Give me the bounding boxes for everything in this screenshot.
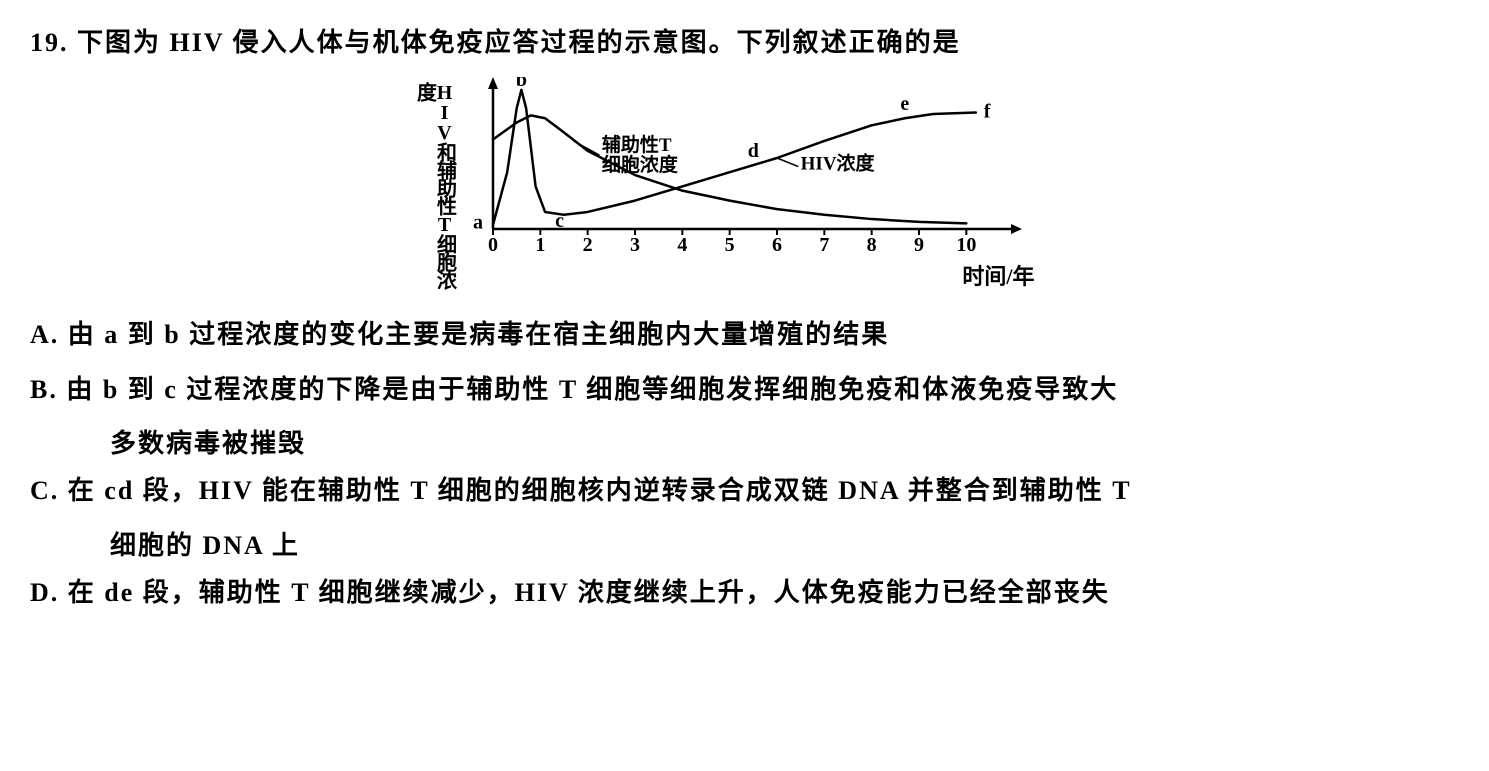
svg-text:a: a: [473, 212, 483, 234]
svg-text:4: 4: [677, 234, 687, 256]
svg-text:6: 6: [772, 234, 782, 256]
svg-text:HIV浓度: HIV浓度: [800, 151, 875, 174]
option-d-text: 在 de 段，辅助性 T 细胞继续减少，HIV 浓度继续上升，人体免疫能力已经全…: [68, 578, 1110, 607]
y-axis-label: HIV和辅助性T细胞浓度: [415, 82, 455, 297]
svg-text:10: 10: [956, 234, 976, 256]
question-stem: 19. 下图为 HIV 侵入人体与机体免疫应答过程的示意图。下列叙述正确的是: [30, 20, 1459, 67]
svg-text:0: 0: [488, 234, 498, 256]
svg-text:细胞浓度: 细胞浓度: [601, 153, 678, 176]
option-a-text: 由 a 到 b 过程浓度的变化主要是病毒在宿主细胞内大量增殖的结果: [68, 320, 889, 349]
svg-text:辅助性T: 辅助性T: [601, 133, 671, 156]
options-block: A. 由 a 到 b 过程浓度的变化主要是病毒在宿主细胞内大量增殖的结果 B. …: [30, 312, 1459, 617]
chart-plot-area: 0 1 2 3 4 5 6 7 8 9 10 a b c d e f 辅助性T细胞浓度 HIV浓度: [465, 77, 1025, 257]
svg-text:1: 1: [535, 234, 545, 256]
option-a: A. 由 a 到 b 过程浓度的变化主要是病毒在宿主细胞内大量增殖的结果: [30, 312, 1459, 359]
svg-text:5: 5: [724, 234, 734, 256]
svg-text:c: c: [555, 210, 564, 232]
svg-text:2: 2: [582, 234, 592, 256]
option-b-text-1: 由 b 到 c 过程浓度的下降是由于辅助性 T 细胞等细胞发挥细胞免疫和体液免疫…: [66, 375, 1118, 404]
option-b: B. 由 b 到 c 过程浓度的下降是由于辅助性 T 细胞等细胞发挥细胞免疫和体…: [30, 367, 1459, 414]
svg-text:7: 7: [819, 234, 829, 256]
svg-text:f: f: [983, 100, 990, 122]
svg-text:8: 8: [866, 234, 876, 256]
svg-text:b: b: [515, 77, 526, 91]
svg-text:e: e: [900, 93, 909, 115]
svg-text:3: 3: [630, 234, 640, 256]
x-axis-label: 时间/年: [962, 257, 1034, 297]
option-c: C. 在 cd 段，HIV 能在辅助性 T 细胞的细胞核内逆转录合成双链 DNA…: [30, 468, 1459, 515]
option-d: D. 在 de 段，辅助性 T 细胞继续减少，HIV 浓度继续上升，人体免疫能力…: [30, 570, 1459, 617]
svg-text:d: d: [747, 140, 758, 162]
option-c-cont: 细胞的 DNA 上: [30, 523, 1459, 570]
chart-container: HIV和辅助性T细胞浓度 0 1 2 3 4 5 6 7 8 9 10 a b c d e f 辅助性T细胞浓度 H…: [30, 77, 1459, 297]
option-c-text-1: 在 cd 段，HIV 能在辅助性 T 细胞的细胞核内逆转录合成双链 DNA 并整…: [68, 476, 1132, 505]
question-number: 19.: [30, 28, 69, 57]
question-text: 下图为 HIV 侵入人体与机体免疫应答过程的示意图。下列叙述正确的是: [77, 28, 961, 57]
option-b-cont: 多数病毒被摧毁: [30, 421, 1459, 468]
chart-svg: 0 1 2 3 4 5 6 7 8 9 10 a b c d e f 辅助性T细胞浓度 HIV浓度: [465, 77, 1025, 257]
svg-text:9: 9: [914, 234, 924, 256]
